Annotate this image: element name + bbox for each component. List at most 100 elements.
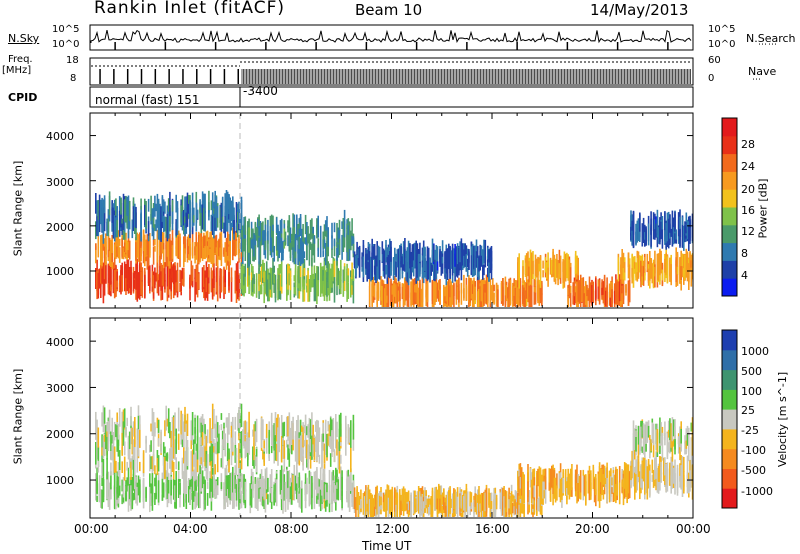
heatmap-cell — [216, 477, 219, 488]
heatmap-cell — [215, 196, 218, 216]
heatmap-cell — [497, 289, 499, 307]
heatmap-cell — [424, 246, 426, 271]
heatmap-cell — [392, 281, 395, 299]
heatmap-cell — [203, 270, 205, 288]
heatmap-cell — [532, 494, 534, 505]
heatmap-cell — [434, 280, 436, 305]
heatmap-cell — [289, 427, 292, 449]
heatmap-cell — [316, 225, 318, 235]
heatmap-cell — [362, 240, 365, 266]
heatmap-cell — [123, 408, 126, 428]
heatmap-cell — [622, 268, 625, 280]
heatmap-cell — [600, 468, 602, 485]
heatmap-cell — [459, 495, 461, 508]
heatmap-cell — [240, 274, 243, 290]
heatmap-cell — [317, 435, 319, 452]
heatmap-cell — [225, 237, 228, 252]
heatmap-cell — [333, 482, 336, 504]
heatmap-cell — [238, 234, 240, 258]
heatmap-cell — [244, 435, 247, 442]
heatmap-cell — [215, 234, 218, 248]
heatmap-cell — [198, 474, 200, 498]
heatmap-cell — [389, 498, 391, 514]
heatmap-cell — [167, 198, 170, 212]
heatmap-cell — [183, 244, 185, 262]
heatmap-cell — [103, 261, 106, 280]
heatmap-cell — [255, 273, 258, 281]
heatmap-cell — [278, 233, 280, 255]
heatmap-cell — [121, 218, 123, 227]
heatmap-cell — [509, 498, 512, 509]
heatmap-cell — [152, 453, 155, 471]
heatmap-cell — [176, 239, 179, 255]
heatmap-cell — [245, 439, 248, 453]
heatmap-cell — [549, 257, 552, 275]
heatmap-cell — [279, 237, 282, 253]
heatmap-cell — [196, 242, 199, 251]
heatmap-cell — [601, 469, 603, 494]
heatmap-cell — [108, 484, 111, 510]
heatmap-cell — [195, 264, 198, 284]
heatmap-cell — [372, 246, 375, 259]
heatmap-cell — [458, 247, 460, 271]
heatmap-cell — [567, 296, 569, 304]
heatmap-cell — [689, 220, 691, 244]
heatmap-cell — [314, 476, 317, 489]
heatmap-cell — [125, 492, 127, 502]
heatmap-cell — [425, 283, 427, 307]
heatmap-cell — [592, 290, 595, 301]
heatmap-cell — [587, 290, 590, 301]
heatmap-cell — [333, 449, 336, 462]
heatmap-cell — [136, 277, 139, 302]
heatmap-cell — [471, 243, 474, 268]
heatmap-cell — [196, 248, 199, 264]
heatmap-cell — [670, 264, 672, 286]
heatmap-cell — [118, 247, 121, 263]
heatmap-cell — [175, 232, 177, 249]
heatmap-cell — [132, 458, 135, 477]
heatmap-cell — [637, 223, 640, 241]
heatmap-cell — [371, 252, 373, 280]
heatmap-cell — [199, 202, 201, 226]
heatmap-cell — [387, 247, 390, 255]
heatmap-cell — [102, 479, 105, 503]
heatmap-cell — [569, 267, 572, 283]
heatmap-cell — [333, 475, 336, 485]
heatmap-cell — [445, 494, 448, 506]
heatmap-cell — [328, 469, 331, 491]
heatmap-cell — [365, 248, 367, 275]
heatmap-cell — [205, 261, 208, 279]
heatmap-cell — [470, 261, 473, 276]
heatmap-cell — [230, 200, 233, 222]
heatmap-cell — [190, 456, 193, 474]
heatmap-cell — [262, 236, 264, 245]
heatmap-cell — [551, 465, 553, 487]
heatmap-cell — [294, 251, 297, 259]
heatmap-cell — [284, 231, 287, 246]
heatmap-cell — [412, 490, 415, 514]
heatmap-cell — [336, 259, 338, 287]
heatmap-cell — [528, 283, 530, 307]
heatmap-cell — [161, 195, 164, 222]
heatmap-cell — [632, 256, 635, 268]
heatmap-cell — [328, 427, 331, 448]
heatmap-cell — [664, 230, 666, 245]
heatmap-cell — [372, 498, 375, 511]
heatmap-cell — [508, 278, 510, 297]
heatmap-cell — [358, 260, 361, 278]
heatmap-cell — [322, 484, 324, 498]
heatmap-cell — [465, 488, 468, 508]
heatmap-cell — [601, 287, 603, 296]
heatmap-cell — [126, 207, 128, 229]
heatmap-cell — [441, 263, 444, 274]
heatmap-cell — [230, 267, 233, 282]
heatmap-cell — [299, 214, 302, 234]
heatmap-cell — [563, 260, 566, 288]
heatmap-cell — [385, 284, 387, 307]
heatmap-cell — [482, 265, 484, 280]
heatmap-cell — [180, 434, 182, 445]
heatmap-cell — [95, 246, 97, 264]
heatmap-cell — [103, 207, 106, 232]
heatmap-cell — [583, 286, 586, 294]
